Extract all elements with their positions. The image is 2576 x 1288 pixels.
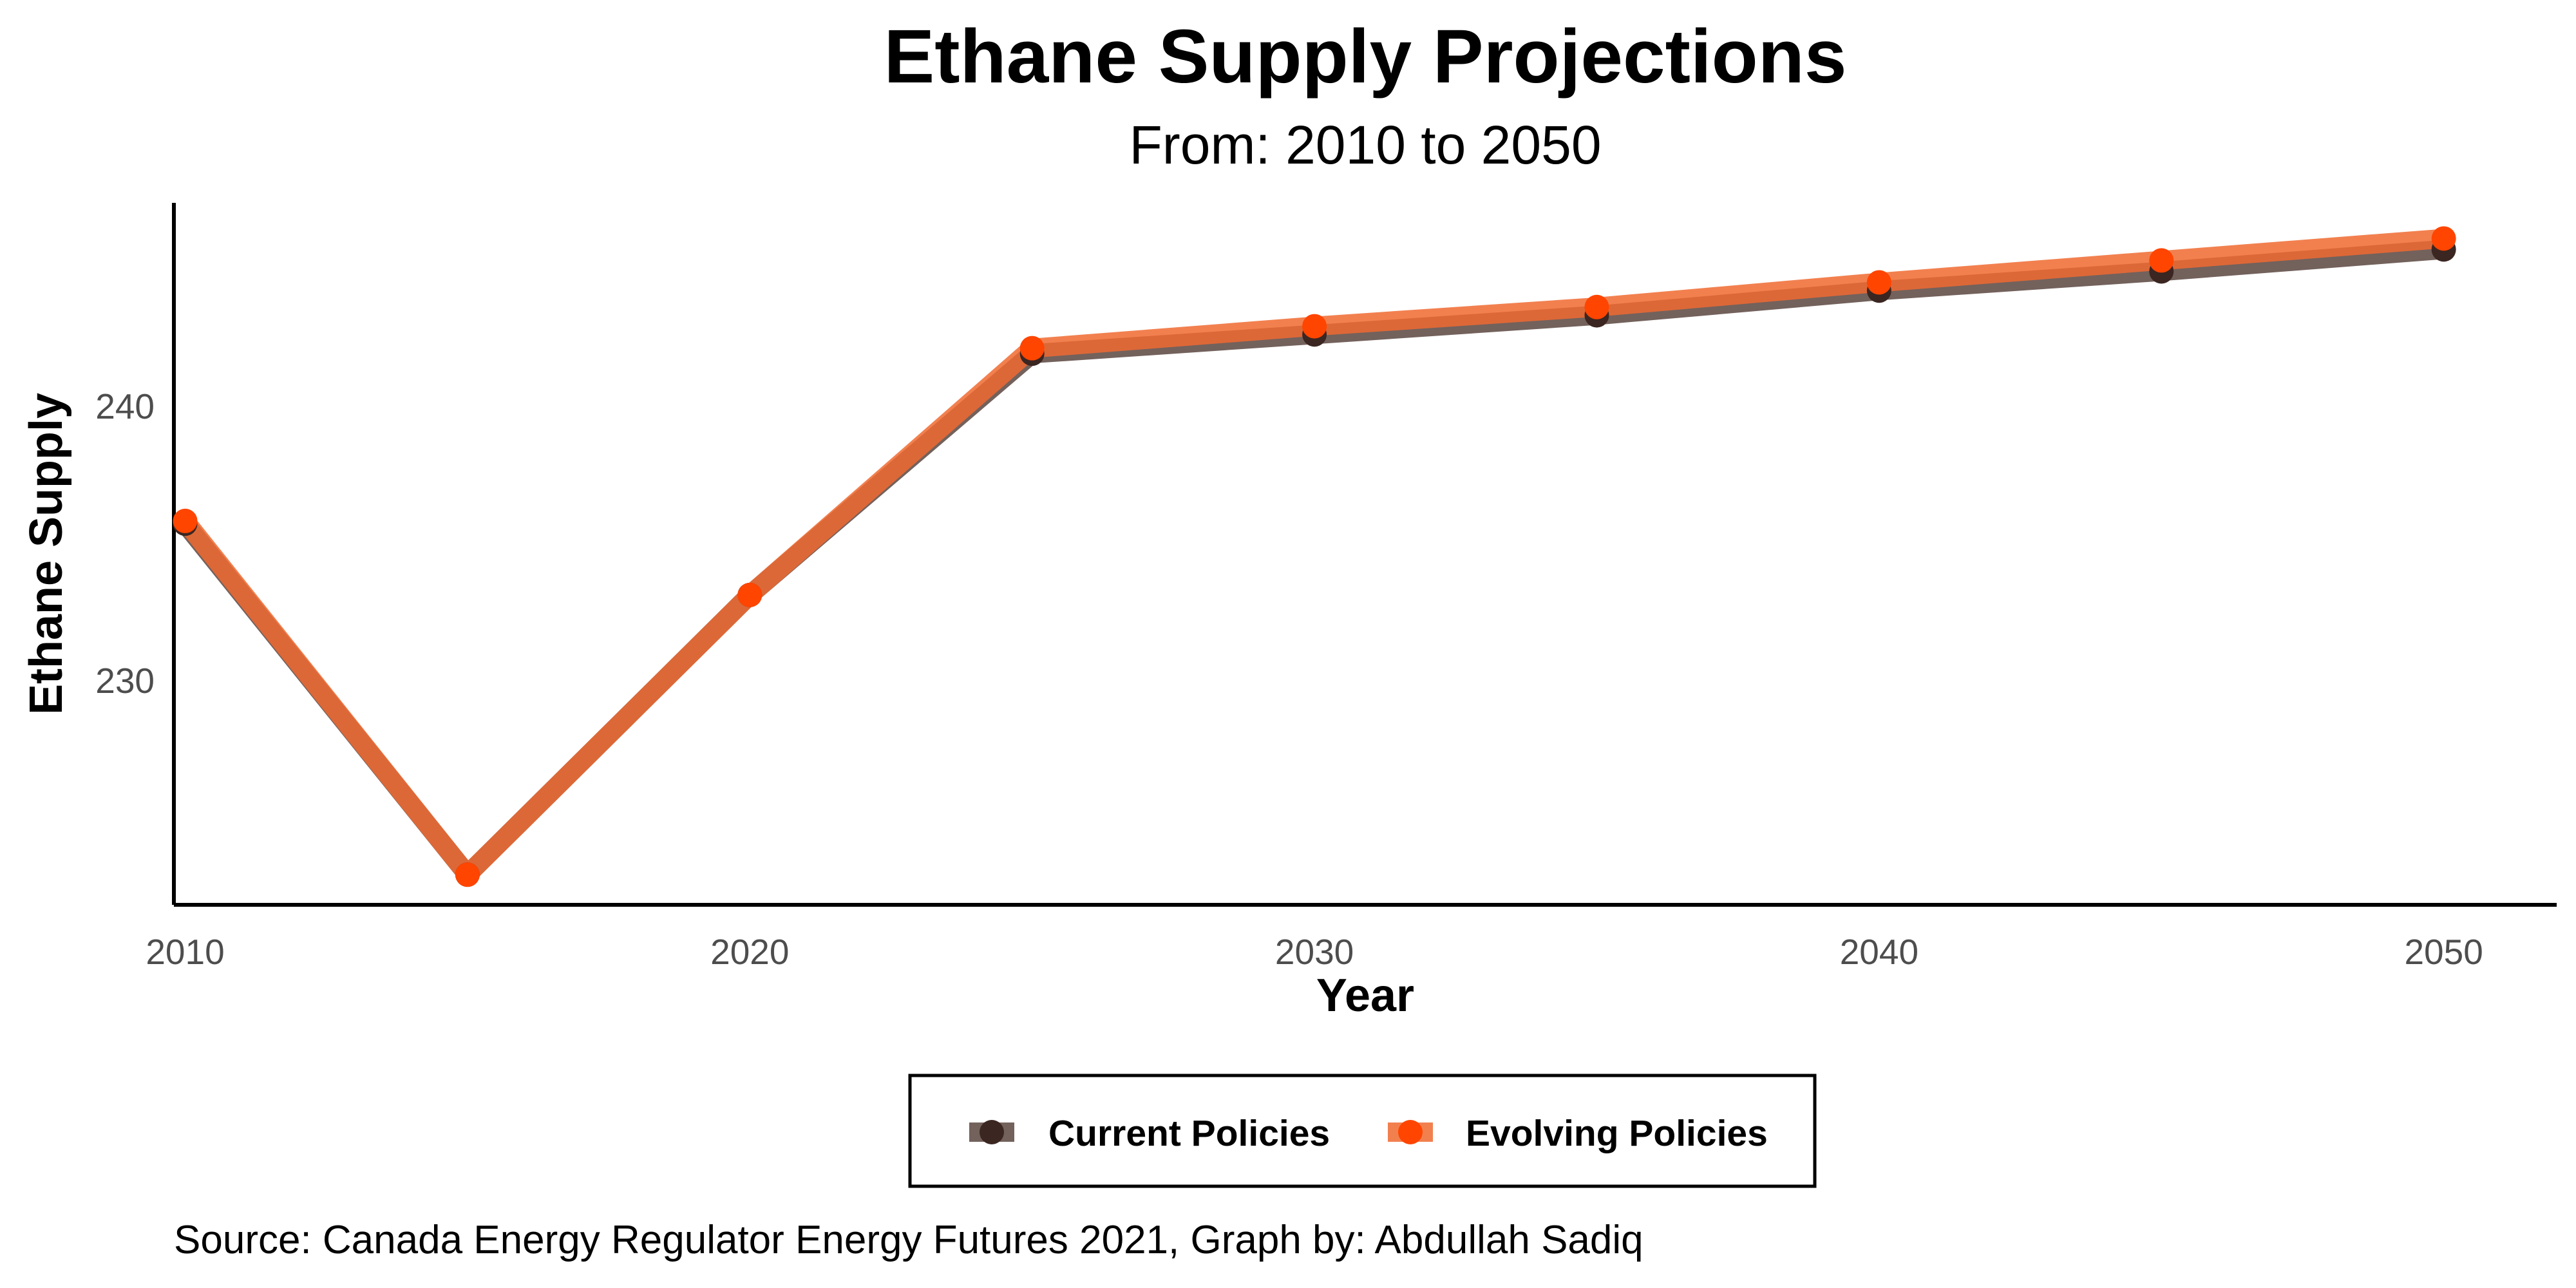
legend-box: [908, 1074, 1817, 1188]
data-point: [173, 508, 198, 533]
y-axis-title: Ethane Supply: [21, 393, 72, 715]
chart-caption: Source: Canada Energy Regulator Energy F…: [174, 1218, 1643, 1262]
x-tick-label: 2020: [710, 932, 789, 972]
data-point: [455, 862, 480, 887]
data-point: [1302, 314, 1327, 339]
chart-title: Ethane Supply Projections: [884, 14, 1847, 99]
y-tick-label: 240: [95, 386, 155, 426]
x-tick-label: 2010: [146, 932, 224, 972]
data-point: [2431, 226, 2456, 251]
legend-label: Current Policies: [1048, 1113, 1330, 1154]
series-layer: [173, 226, 2456, 887]
legend-key-point: [980, 1120, 1004, 1144]
y-tick-label: 230: [95, 661, 155, 701]
x-axis-title: Year: [1316, 970, 1414, 1021]
chart-subtitle: From: 2010 to 2050: [1129, 115, 1601, 175]
data-point: [737, 582, 762, 607]
axes: [172, 203, 2557, 907]
x-tick-label: 2030: [1275, 932, 1354, 972]
legend-label: Evolving Policies: [1466, 1113, 1768, 1154]
x-tick-label: 2040: [1840, 932, 1918, 972]
data-point: [2149, 248, 2174, 273]
data-point: [1019, 336, 1045, 361]
data-point: [1866, 270, 1891, 295]
legend-key-point: [1398, 1120, 1423, 1144]
data-point: [1584, 294, 1609, 319]
legend: Current Policies Evolving Policies: [908, 1074, 1817, 1188]
x-tick-label: 2050: [2404, 932, 2483, 972]
legend-items: Current Policies Evolving Policies: [969, 1113, 1768, 1154]
tick-labels: 2010 2020 2030 2040 2050 230 240: [95, 386, 2483, 972]
